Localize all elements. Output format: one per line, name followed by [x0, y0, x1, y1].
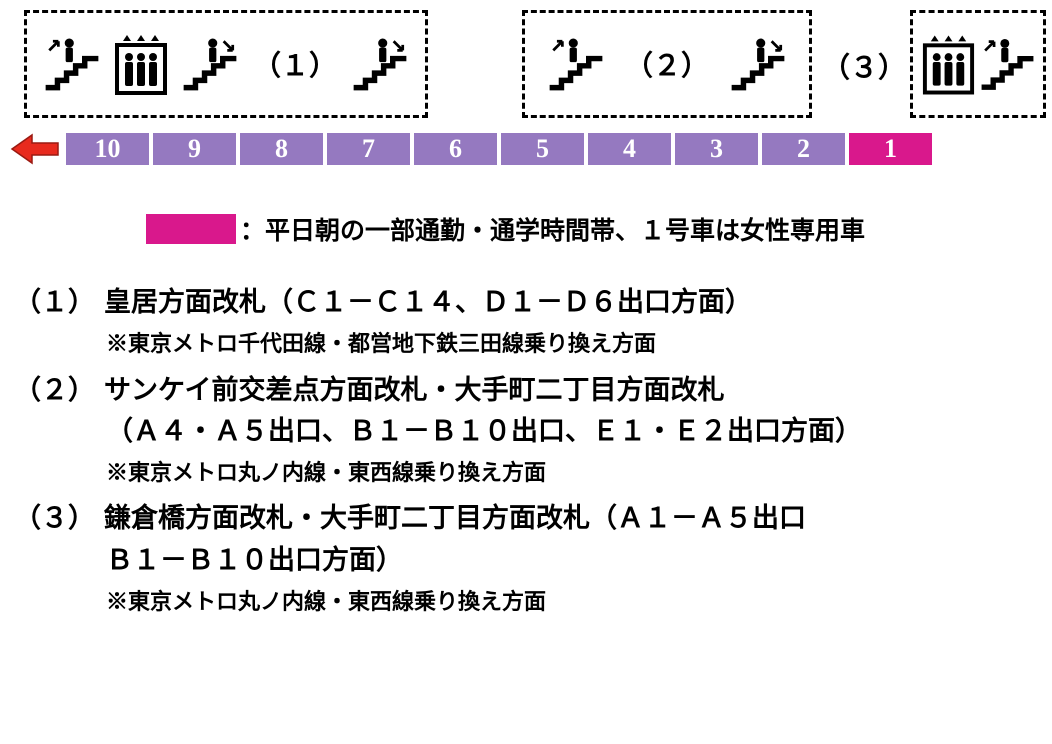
exit-box: [910, 10, 1046, 118]
escalator-up-icon: [546, 29, 606, 99]
exit-explanation-sub: ※東京メトロ千代田線・都営地下鉄三田線乗り換え方面: [106, 330, 1042, 359]
train-car: 6: [414, 133, 497, 165]
train-car: 4: [588, 133, 671, 165]
exit-explanation-label: （３）: [14, 501, 104, 536]
train-car-women: 1: [849, 133, 932, 165]
train-car: 10: [66, 133, 149, 165]
legend-text: ：平日朝の一部通勤・通学時間帯、１号車は女性専用車: [240, 211, 865, 247]
exit-explanation-label: （２）: [14, 373, 104, 408]
exit-label: （３）: [822, 46, 906, 86]
train-car: 8: [240, 133, 323, 165]
exit-label: （１）: [253, 44, 337, 84]
elevator-icon: [111, 29, 171, 99]
exit-label: （２）: [625, 44, 709, 84]
exit-explanation-sub: ※東京メトロ丸ノ内線・東西線乗り換え方面: [106, 459, 1042, 488]
exit-explanation-title: 皇居方面改札（Ｃ１－Ｃ１４、Ｄ１－Ｄ６出口方面）: [104, 287, 752, 317]
exit-box: （１）: [24, 10, 428, 118]
exit-explanations: （１）皇居方面改札（Ｃ１－Ｃ１４、Ｄ１－Ｄ６出口方面） ※東京メトロ千代田線・都営…: [14, 285, 1042, 616]
train-car: 5: [501, 133, 584, 165]
exit-explanation-continuation: Ｂ１－Ｂ１０出口方面）: [106, 543, 1042, 578]
train-car: 3: [675, 133, 758, 165]
exit-explanation-title: 鎌倉橋方面改札・大手町二丁目方面改札（Ａ１－Ａ５出口: [104, 503, 806, 533]
exit-explanation-item: （３）鎌倉橋方面改札・大手町二丁目方面改札（Ａ１－Ａ５出口 Ｂ１－Ｂ１０出口方面）…: [14, 501, 1042, 616]
exit-explanation-item: （１）皇居方面改札（Ｃ１－Ｃ１４、Ｄ１－Ｄ６出口方面） ※東京メトロ千代田線・都営…: [14, 285, 1042, 359]
escalator-up-icon: [978, 29, 1037, 99]
exit-explanation-title: サンケイ前交差点方面改札・大手町二丁目方面改札: [104, 375, 724, 405]
exit-explanation-sub: ※東京メトロ丸ノ内線・東西線乗り換え方面: [106, 588, 1042, 617]
direction-arrow-icon: [10, 131, 60, 167]
exit-boxes-row: （１） （２） （３）: [24, 10, 1042, 125]
exit-explanation-label: （１）: [14, 285, 104, 320]
train-cars: 10987654321: [66, 133, 932, 165]
train-car: 7: [327, 133, 410, 165]
legend-row: ：平日朝の一部通勤・通学時間帯、１号車は女性専用車: [146, 211, 1042, 247]
escalator-down-icon: [728, 29, 788, 99]
exit-explanation-continuation: （Ａ４・Ａ５出口、Ｂ１－Ｂ１０出口、Ｅ１・Ｅ２出口方面）: [106, 414, 1042, 449]
station-map-page: （１） （２） （３） 10987654321 ：平日朝の一部通: [0, 0, 1052, 744]
escalator-down-icon: [350, 29, 410, 99]
escalator-up-icon: [42, 29, 102, 99]
escalator-down-icon: [180, 29, 240, 99]
legend-swatch: [146, 214, 236, 244]
train-car: 2: [762, 133, 845, 165]
train-car: 9: [153, 133, 236, 165]
exit-explanation-item: （２）サンケイ前交差点方面改札・大手町二丁目方面改札 （Ａ４・Ａ５出口、Ｂ１－Ｂ１…: [14, 373, 1042, 488]
train-cars-row: 10987654321: [10, 131, 1042, 167]
elevator-icon: [919, 29, 978, 99]
exit-box: （２）: [522, 10, 812, 118]
